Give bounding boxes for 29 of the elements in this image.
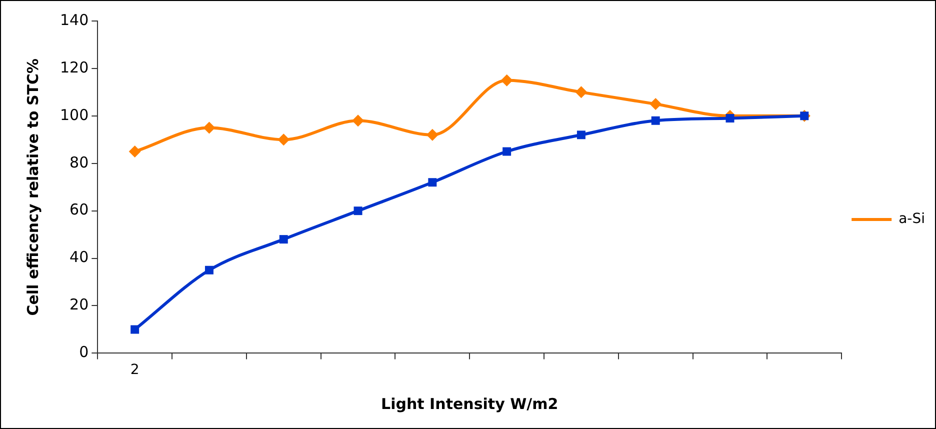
- point: [128, 146, 141, 158]
- point: [576, 130, 586, 140]
- point: [575, 86, 588, 98]
- point: [352, 114, 364, 127]
- point: [204, 266, 214, 274]
- point: [279, 235, 288, 244]
- legend-label: a-Si: [898, 211, 926, 228]
- y-tick-label: 20: [70, 296, 89, 314]
- point: [426, 128, 438, 141]
- point: [130, 325, 140, 334]
- point: [650, 98, 662, 110]
- x-tick-label: 2: [130, 362, 140, 378]
- point: [651, 116, 660, 125]
- y-tick-label: 40: [70, 248, 89, 266]
- y-tick-label: 0: [79, 343, 89, 362]
- y-tick-label: 100: [60, 106, 89, 124]
- point: [502, 147, 512, 156]
- y-axis-title: Cell efficency relative to STC%: [24, 58, 42, 316]
- y-tick-label: 60: [70, 200, 89, 219]
- point: [500, 74, 513, 86]
- y-tick-label: 80: [70, 153, 89, 172]
- point: [354, 206, 362, 216]
- x-axis-title: Light Intensity W/m2: [381, 394, 558, 413]
- point: [278, 134, 290, 146]
- point: [428, 178, 437, 187]
- y-tick-label: 120: [60, 58, 89, 76]
- y-tick-label: 140: [60, 10, 89, 29]
- point: [726, 114, 734, 123]
- point: [203, 122, 216, 134]
